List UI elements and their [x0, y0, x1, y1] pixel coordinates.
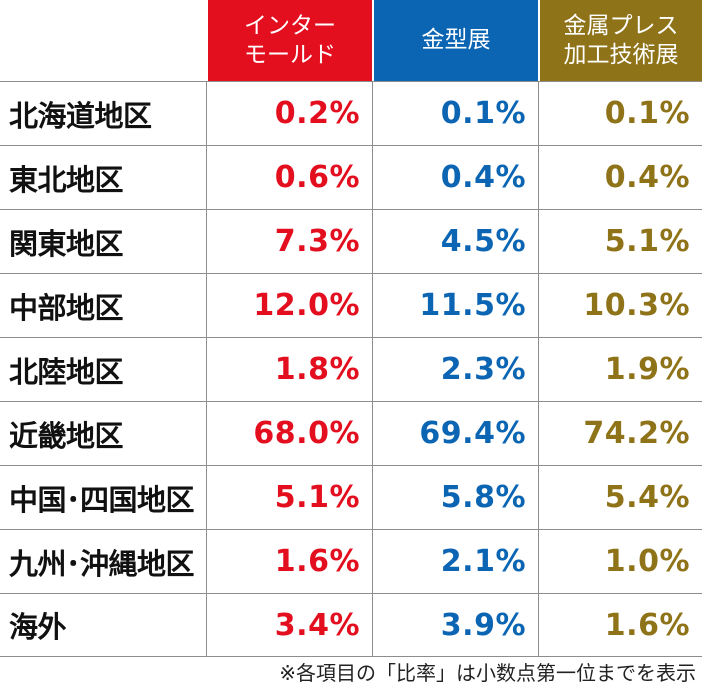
- value-kanagata: 0.4%: [372, 145, 538, 209]
- value-metal-press: 10.3%: [538, 273, 702, 337]
- value-intermold: 1.6%: [206, 529, 372, 593]
- value-intermold: 1.8%: [206, 337, 372, 401]
- region-label: 海外: [0, 593, 206, 657]
- value-intermold: 7.3%: [206, 209, 372, 273]
- region-label: 中部地区: [0, 273, 206, 337]
- value-metal-press: 5.1%: [538, 209, 702, 273]
- region-label: 東北地区: [0, 145, 206, 209]
- region-label: 関東地区: [0, 209, 206, 273]
- region-label: 九州･沖縄地区: [0, 529, 206, 593]
- region-label: 中国･四国地区: [0, 465, 206, 529]
- value-kanagata: 3.9%: [372, 593, 538, 657]
- value-kanagata: 2.1%: [372, 529, 538, 593]
- value-metal-press: 74.2%: [538, 401, 702, 465]
- region-ratio-table: インター モールド 金型展 金属プレス 加工技術展 北海道地区 0.2% 0.1…: [0, 0, 702, 657]
- value-kanagata: 4.5%: [372, 209, 538, 273]
- value-kanagata: 2.3%: [372, 337, 538, 401]
- value-metal-press: 1.0%: [538, 529, 702, 593]
- header-intermold: インター モールド: [206, 0, 372, 81]
- value-intermold: 3.4%: [206, 593, 372, 657]
- value-metal-press: 1.9%: [538, 337, 702, 401]
- footnote: ※各項目の「比率」は小数点第一位までを表示: [279, 661, 696, 685]
- value-kanagata: 0.1%: [372, 81, 538, 145]
- value-intermold: 0.6%: [206, 145, 372, 209]
- header-corner: [0, 0, 206, 81]
- value-kanagata: 69.4%: [372, 401, 538, 465]
- region-label: 近畿地区: [0, 401, 206, 465]
- value-metal-press: 0.1%: [538, 81, 702, 145]
- value-metal-press: 0.4%: [538, 145, 702, 209]
- value-intermold: 5.1%: [206, 465, 372, 529]
- value-kanagata: 11.5%: [372, 273, 538, 337]
- value-intermold: 12.0%: [206, 273, 372, 337]
- value-intermold: 68.0%: [206, 401, 372, 465]
- value-kanagata: 5.8%: [372, 465, 538, 529]
- value-metal-press: 1.6%: [538, 593, 702, 657]
- value-metal-press: 5.4%: [538, 465, 702, 529]
- header-metal-press: 金属プレス 加工技術展: [538, 0, 702, 81]
- region-label: 北海道地区: [0, 81, 206, 145]
- region-label: 北陸地区: [0, 337, 206, 401]
- value-intermold: 0.2%: [206, 81, 372, 145]
- header-kanagata: 金型展: [372, 0, 538, 81]
